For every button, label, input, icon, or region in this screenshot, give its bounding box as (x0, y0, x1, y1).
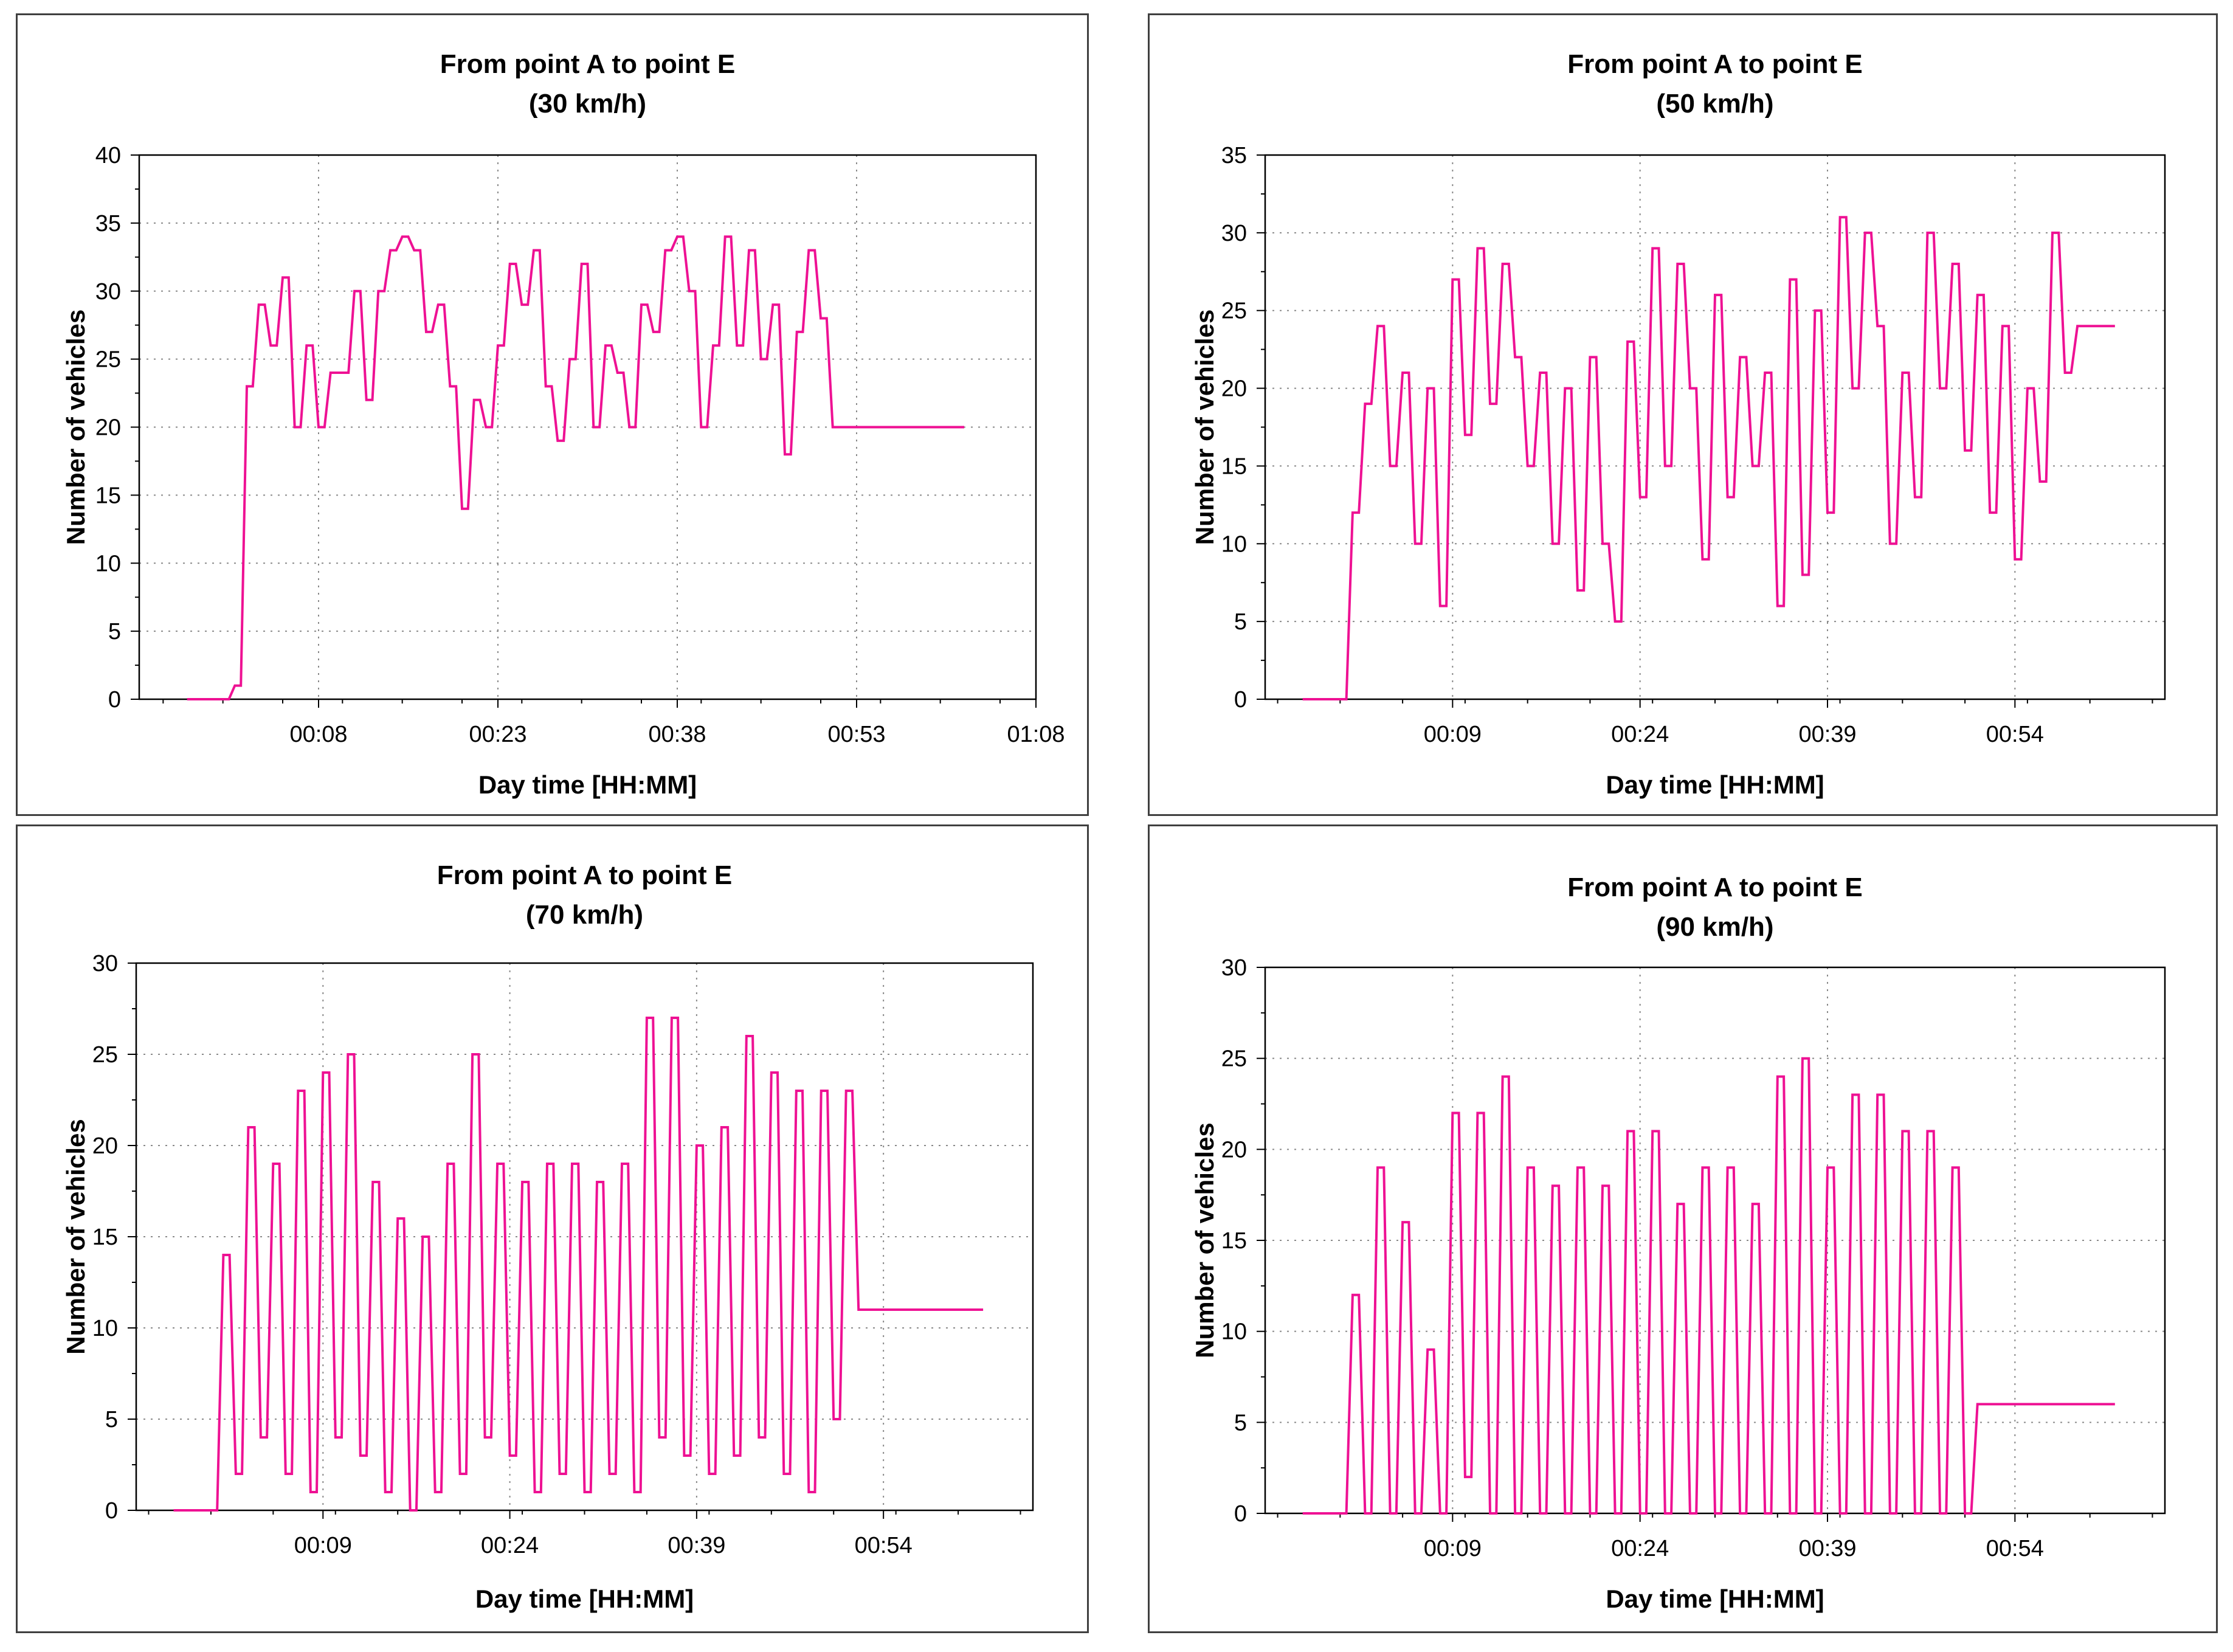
y-tick-label: 5 (105, 1407, 118, 1433)
chart-panel-30: 0 5 10 15 20 25 30 35 40 00:08 00:23 00:38 00:53 01:0… (16, 13, 1089, 816)
x-axis-label: Day time [HH:MM] (1606, 770, 1824, 799)
y-tick-label: 25 (1221, 1046, 1247, 1072)
chart-90kmh: 0 5 10 15 20 25 30 00:09 00:24 00:39 00:54 From po… (1190, 873, 2166, 1613)
x-tick-label: 00:09 (1424, 1536, 1482, 1561)
y-tick-label: 0 (1234, 687, 1247, 713)
chart-panel-90: 0 5 10 15 20 25 30 00:09 00:24 00:39 00:54 From po… (1148, 824, 2218, 1633)
y-tick-label: 10 (95, 551, 121, 576)
x-tick-label: 00:24 (1611, 1536, 1669, 1561)
chart-subtitle: (90 km/h) (1656, 912, 1773, 942)
y-tick-label: 0 (105, 1498, 118, 1524)
y-tick-label: 5 (1234, 609, 1247, 635)
y-tick-label: 25 (92, 1042, 118, 1068)
y-axis-label: Number of vehicles (61, 1119, 90, 1354)
x-tick-label: 00:09 (294, 1533, 352, 1558)
y-tick-label: 25 (95, 347, 121, 373)
series-line (187, 235, 964, 700)
chart-panel-50: 0 5 10 15 20 25 30 35 00:09 00:24 00:39 00:54 From … (1148, 13, 2218, 816)
y-tick-label: 25 (1221, 299, 1247, 324)
y-tick-label: 0 (108, 687, 121, 713)
x-tick-label: 00:38 (648, 722, 706, 747)
x-tick-label: 00:24 (1611, 722, 1669, 747)
y-tick-label: 30 (92, 951, 118, 976)
y-tick-label: 20 (1221, 376, 1247, 402)
y-tick-label: 35 (95, 211, 121, 237)
y-tick-label: 5 (108, 619, 121, 645)
x-tick-label: 00:09 (1424, 722, 1482, 747)
x-tick-label: 00:08 (289, 722, 347, 747)
y-tick-label: 0 (1234, 1501, 1247, 1527)
y-tick-label: 15 (92, 1225, 118, 1250)
chart-title: From point A to point E (1567, 49, 1863, 79)
series-line (1302, 216, 2115, 700)
x-tick-label: 00:53 (827, 722, 885, 747)
x-axis-label: Day time [HH:MM] (478, 770, 697, 799)
chart-subtitle: (50 km/h) (1656, 89, 1773, 119)
chart-70kmh: 0 5 10 15 20 25 30 00:09 00:24 00:39 00:54 From po… (61, 860, 1034, 1613)
chart-subtitle: (70 km/h) (526, 900, 643, 930)
y-tick-label: 20 (95, 415, 121, 441)
x-tick-label: 00:39 (668, 1533, 725, 1558)
y-tick-label: 30 (1221, 221, 1247, 246)
series-line (173, 1017, 984, 1512)
y-tick-label: 30 (1221, 955, 1247, 981)
x-tick-label: 00:23 (469, 722, 526, 747)
y-axis-label: Number of vehicles (1190, 309, 1219, 545)
chart-50kmh: 0 5 10 15 20 25 30 35 00:09 00:24 00:39 00:54 From … (1190, 49, 2166, 799)
y-axis-label: Number of vehicles (1190, 1122, 1219, 1358)
y-tick-label: 5 (1234, 1410, 1247, 1436)
y-tick-label: 10 (1221, 531, 1247, 557)
y-tick-label: 10 (92, 1316, 118, 1341)
y-tick-label: 10 (1221, 1319, 1247, 1345)
y-tick-label: 30 (95, 279, 121, 305)
plot-frame (1264, 966, 2166, 1515)
x-tick-label: 00:39 (1798, 1536, 1856, 1561)
x-tick-label: 01:08 (1007, 722, 1065, 747)
y-tick-label: 15 (1221, 1228, 1247, 1254)
chart-title: From point A to point E (1567, 873, 1863, 902)
y-tick-label: 15 (1221, 454, 1247, 479)
y-tick-label: 15 (95, 483, 121, 508)
series-line (1302, 1057, 2115, 1515)
y-axis-label: Number of vehicles (61, 309, 90, 545)
chart-title: From point A to point E (440, 49, 736, 79)
x-axis-label: Day time [HH:MM] (1606, 1585, 1824, 1613)
x-tick-label: 00:24 (481, 1533, 539, 1558)
chart-subtitle: (30 km/h) (529, 89, 646, 119)
x-tick-label: 00:39 (1798, 722, 1856, 747)
x-tick-label: 00:54 (855, 1533, 913, 1558)
chart-30kmh: 0 5 10 15 20 25 30 35 40 00:08 00:23 00:38 00:53 01:0… (61, 49, 1065, 799)
x-tick-label: 00:54 (1986, 1536, 2044, 1561)
chart-title: From point A to point E (437, 860, 733, 890)
y-tick-label: 35 (1221, 143, 1247, 168)
y-tick-label: 20 (92, 1133, 118, 1159)
x-tick-label: 00:54 (1986, 722, 2044, 747)
y-tick-label: 20 (1221, 1137, 1247, 1163)
chart-panel-70: 0 5 10 15 20 25 30 00:09 00:24 00:39 00:54 From po… (16, 824, 1089, 1633)
x-axis-label: Day time [HH:MM] (475, 1585, 694, 1613)
y-tick-label: 40 (95, 143, 121, 168)
